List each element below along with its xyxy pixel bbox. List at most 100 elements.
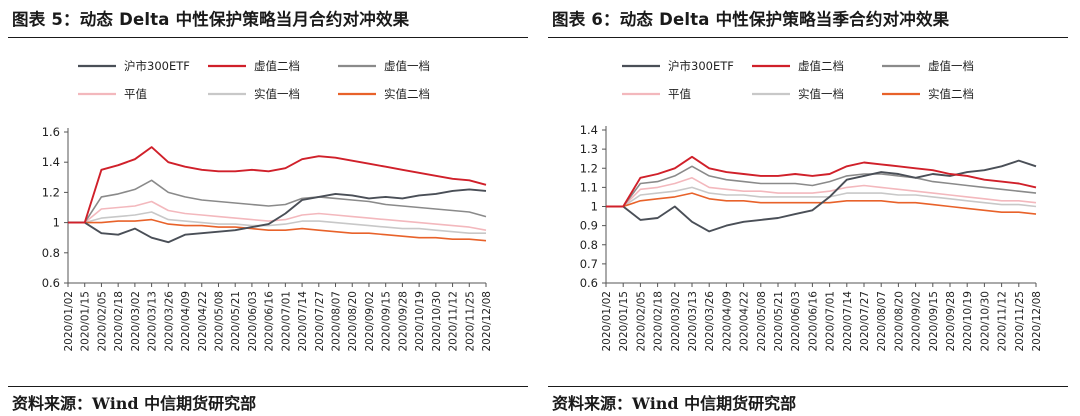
x-tick-label: 2020/12/08 (481, 291, 493, 352)
x-tick-label: 2020/03/02 (130, 291, 142, 352)
x-tick-label: 2020/07/14 (842, 291, 854, 352)
x-tick-label: 2020/11/25 (464, 291, 476, 352)
x-tick-label: 2020/06/03 (247, 291, 259, 352)
x-tick-label: 2020/10/30 (979, 291, 991, 352)
y-tick-label: 1.6 (42, 125, 60, 139)
y-tick-label: 0.8 (42, 246, 60, 260)
x-tick-label: 2020/02/05 (96, 291, 108, 352)
x-tick-label: 2020/09/28 (397, 291, 409, 352)
x-tick-label: 2020/01/02 (63, 291, 75, 352)
y-tick-label: 0.8 (580, 238, 598, 252)
legend-label-atm: 平值 (124, 87, 147, 101)
y-tick-label: 1.4 (42, 155, 60, 169)
x-tick-label: 2020/07/01 (825, 291, 837, 352)
x-tick-label: 2020/01/15 (80, 291, 92, 352)
y-tick-label: 1 (591, 200, 598, 214)
x-tick-label: 2020/04/09 (180, 291, 192, 352)
x-tick-label: 2020/04/22 (739, 291, 751, 352)
y-tick-label: 0.7 (580, 257, 598, 271)
series-line-itm1 (606, 186, 1037, 208)
x-tick-label: 2020/09/28 (945, 291, 957, 352)
series-line-itm2 (68, 218, 487, 242)
series-line-atm (606, 177, 1037, 208)
figure-title: 图表 6：动态 Delta 中性保护策略当季合约对冲效果 (552, 10, 950, 29)
x-tick-label: 2020/06/16 (264, 291, 276, 352)
source-note: 资料来源：Wind 中信期货研究部 (12, 394, 257, 413)
series-line-otm1 (68, 179, 487, 224)
x-tick-label: 2020/08/20 (893, 291, 905, 352)
series-line-otm1 (606, 165, 1037, 208)
y-axis: 0.6 0.8 1 1.2 1.4 1.6 (42, 125, 69, 290)
figure-left: 图表 5：动态 Delta 中性保护策略当月合约对冲效果 沪市300ETF 虚值二… (8, 0, 536, 416)
series-line-hs300etf (68, 188, 487, 244)
legend-label-itm1: 实值一档 (798, 87, 844, 101)
series-line-atm (68, 200, 487, 231)
x-tick-label: 2020/05/21 (230, 291, 242, 352)
x-tick-label: 2020/03/13 (147, 291, 159, 352)
x-tick-label: 2020/05/08 (213, 291, 225, 352)
y-tick-label: 0.6 (580, 276, 598, 290)
x-tick-label: 2020/03/13 (687, 291, 699, 352)
x-tick-label: 2020/08/07 (876, 291, 888, 352)
x-axis: 2020/01/02 2020/01/15 2020/02/05 2020/02/18… (601, 282, 1043, 352)
x-tick-label: 2020/05/08 (756, 291, 768, 352)
x-tick-label: 2020/07/01 (280, 291, 292, 352)
x-tick-label: 2020/04/09 (721, 291, 733, 352)
legend-label-itm2: 实值二档 (928, 87, 974, 101)
legend-label-hs300etf: 沪市300ETF (124, 59, 190, 73)
x-axis: 2020/01/02 2020/01/15 2020/02/05 2020/02/18… (63, 282, 493, 352)
x-tick-label: 2020/05/21 (773, 291, 785, 352)
legend-label-otm1: 虚值一档 (384, 59, 430, 73)
legend-label-hs300etf: 沪市300ETF (668, 59, 734, 73)
source-note: 资料来源：Wind 中信期货研究部 (552, 394, 797, 413)
series-line-otm2 (68, 146, 487, 224)
x-tick-label: 2020/02/18 (653, 291, 665, 352)
x-tick-label: 2020/01/15 (618, 291, 630, 352)
x-tick-label: 2020/02/18 (113, 291, 125, 352)
legend-label-atm: 平值 (668, 87, 691, 101)
x-tick-label: 2020/03/26 (163, 291, 175, 352)
x-tick-label: 2020/07/27 (859, 291, 871, 352)
x-tick-label: 2020/08/20 (347, 291, 359, 352)
y-tick-label: 1.3 (580, 142, 598, 156)
x-tick-label: 2020/09/02 (911, 291, 923, 352)
figure-right: 图表 6：动态 Delta 中性保护策略当季合约对冲效果 沪市300ETF 虚值二… (548, 0, 1076, 416)
x-tick-label: 2020/12/08 (1031, 291, 1043, 352)
x-tick-label: 2020/10/19 (414, 291, 426, 352)
x-tick-label: 2020/03/26 (704, 291, 716, 352)
x-tick-label: 2020/11/12 (448, 291, 460, 352)
y-tick-label: 0.6 (42, 276, 60, 290)
x-tick-label: 2020/02/05 (635, 291, 647, 352)
y-tick-label: 0.9 (580, 219, 598, 233)
y-tick-label: 1.1 (580, 180, 598, 194)
x-tick-label: 2020/01/02 (601, 291, 613, 352)
x-tick-label: 2020/08/07 (331, 291, 343, 352)
series-line-itm1 (68, 211, 486, 234)
x-tick-label: 2020/04/22 (197, 291, 209, 352)
x-tick-label: 2020/09/02 (364, 291, 376, 352)
figure-title: 图表 5：动态 Delta 中性保护策略当月合约对冲效果 (12, 10, 410, 29)
series-line-hs300etf (606, 159, 1037, 233)
title-rule (8, 37, 528, 38)
legend-label-itm2: 实值二档 (384, 87, 430, 101)
x-tick-label: 2020/06/16 (807, 291, 819, 352)
x-tick-label: 2020/06/03 (790, 291, 802, 352)
x-tick-label: 2020/11/12 (997, 291, 1009, 352)
y-tick-label: 1.2 (42, 185, 60, 199)
y-axis: 0.6 0.7 0.8 0.9 1 1.1 1.2 1.3 1.4 (580, 123, 607, 290)
legend-label-otm2: 虚值二档 (254, 59, 300, 73)
y-tick-label: 1 (53, 216, 60, 230)
x-tick-label: 2020/07/14 (297, 291, 309, 352)
x-tick-label: 2020/10/30 (431, 291, 443, 352)
x-tick-label: 2020/10/19 (962, 291, 974, 352)
x-tick-label: 2020/07/27 (314, 291, 326, 352)
y-tick-label: 1.4 (580, 123, 598, 137)
legend-label-otm2: 虚值二档 (798, 59, 844, 73)
x-tick-label: 2020/09/15 (928, 291, 940, 352)
series-line-otm2 (606, 155, 1037, 208)
title-rule (548, 37, 1068, 38)
